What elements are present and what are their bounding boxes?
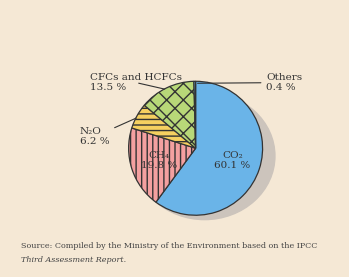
Wedge shape — [144, 81, 195, 148]
Wedge shape — [194, 81, 195, 148]
Text: CH₄
19.8 %: CH₄ 19.8 % — [141, 151, 177, 170]
Ellipse shape — [134, 92, 275, 220]
Wedge shape — [132, 105, 195, 148]
Text: Third Assessment Report.: Third Assessment Report. — [21, 256, 126, 264]
Wedge shape — [156, 81, 262, 215]
Text: Others
0.4 %: Others 0.4 % — [198, 73, 303, 92]
Wedge shape — [129, 128, 195, 202]
Text: CFCs and HCFCs
13.5 %: CFCs and HCFCs 13.5 % — [90, 73, 182, 92]
Text: Source: Compiled by the Ministry of the Environment based on the IPCC: Source: Compiled by the Ministry of the … — [21, 242, 317, 250]
Text: N₂O
6.2 %: N₂O 6.2 % — [80, 118, 136, 146]
Text: CO₂
60.1 %: CO₂ 60.1 % — [214, 151, 251, 170]
